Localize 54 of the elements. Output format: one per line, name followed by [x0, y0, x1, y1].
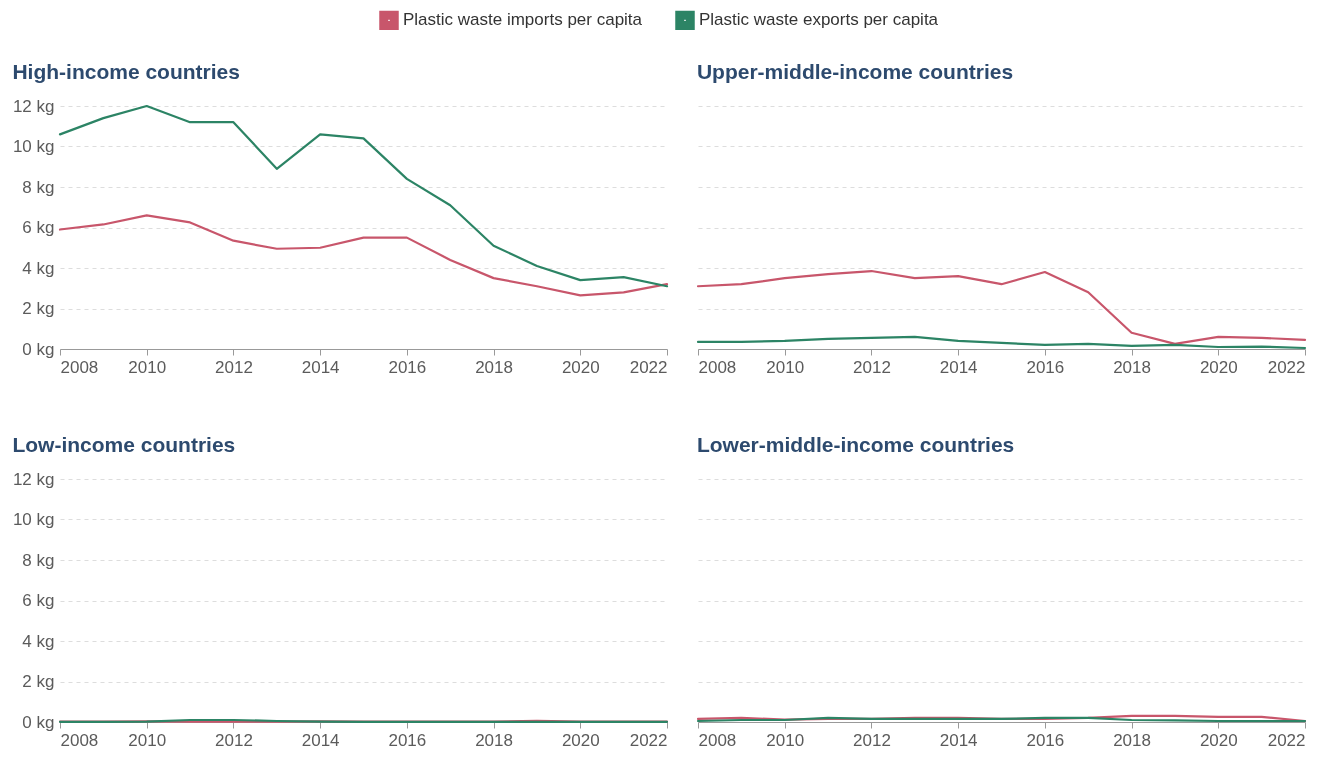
x-tick-label: 2016 — [388, 730, 427, 750]
x-tick-label: 2020 — [561, 730, 600, 750]
x-tick-label: 2010 — [128, 730, 167, 750]
y-tick-label: 0 kg — [22, 339, 55, 359]
y-tick-label: 6 kg — [22, 591, 55, 610]
line-series — [58, 104, 669, 288]
x-tick-label: 2016 — [1026, 357, 1065, 377]
x-tick-label: 2018 — [1113, 730, 1151, 750]
x-tick-label: 2010 — [766, 730, 805, 750]
x-tick-label: 2020 — [561, 357, 600, 377]
x-tick-label: 2016 — [388, 357, 427, 377]
x-tick-label: 2014 — [301, 730, 340, 750]
x-tick-label: 2022 — [629, 357, 668, 377]
x-tick-label: 2014 — [939, 730, 978, 750]
chart-title: Upper-middle-income countries — [696, 60, 1014, 83]
x-tick-label: 2012 — [215, 730, 253, 750]
y-tick-label: 8 kg — [22, 550, 55, 570]
x-tick-label: 2012 — [215, 357, 253, 377]
chart-title: Low-income countries — [12, 433, 236, 456]
x-tick-label: 2022 — [1267, 730, 1306, 750]
x-tick-label: 2008 — [60, 730, 99, 750]
legend-label: Plastic waste exports per capita — [699, 10, 939, 30]
x-tick-label: 2016 — [1026, 730, 1065, 750]
line-series — [58, 214, 669, 297]
x-tick-label: 2018 — [1113, 357, 1151, 377]
chart-title: High-income countries — [12, 60, 240, 83]
y-tick-label: 4 kg — [22, 258, 55, 278]
x-tick-label: 2022 — [629, 730, 668, 750]
x-tick-label: 2018 — [475, 357, 513, 377]
x-tick-label: 2008 — [698, 357, 737, 377]
y-tick-label: 4 kg — [22, 631, 55, 651]
x-tick-label: 2020 — [1199, 357, 1238, 377]
x-tick-label: 2008 — [60, 357, 99, 377]
legend-label: Plastic waste imports per capita — [403, 10, 643, 30]
y-tick-label: 6 kg — [22, 218, 55, 237]
y-tick-label: 10 kg — [12, 137, 55, 156]
x-tick-label: 2008 — [698, 730, 737, 750]
y-tick-label: 2 kg — [22, 672, 55, 691]
y-tick-label: 10 kg — [12, 510, 55, 529]
x-tick-label: 2012 — [853, 357, 891, 377]
x-tick-label: 2012 — [853, 730, 891, 750]
x-tick-label: 2020 — [1199, 730, 1238, 750]
y-tick-label: 12 kg — [12, 96, 55, 116]
x-tick-label: 2018 — [475, 730, 513, 750]
y-tick-label: 12 kg — [12, 469, 55, 489]
y-tick-label: 2 kg — [22, 299, 55, 318]
x-tick-label: 2010 — [128, 357, 167, 377]
y-tick-label: 0 kg — [22, 712, 55, 732]
y-tick-label: 8 kg — [22, 177, 55, 197]
chart-title: Lower-middle-income countries — [696, 433, 1015, 456]
x-tick-label: 2022 — [1267, 357, 1306, 377]
x-tick-label: 2014 — [301, 357, 340, 377]
x-tick-label: 2014 — [939, 357, 978, 377]
x-tick-label: 2010 — [766, 357, 805, 377]
